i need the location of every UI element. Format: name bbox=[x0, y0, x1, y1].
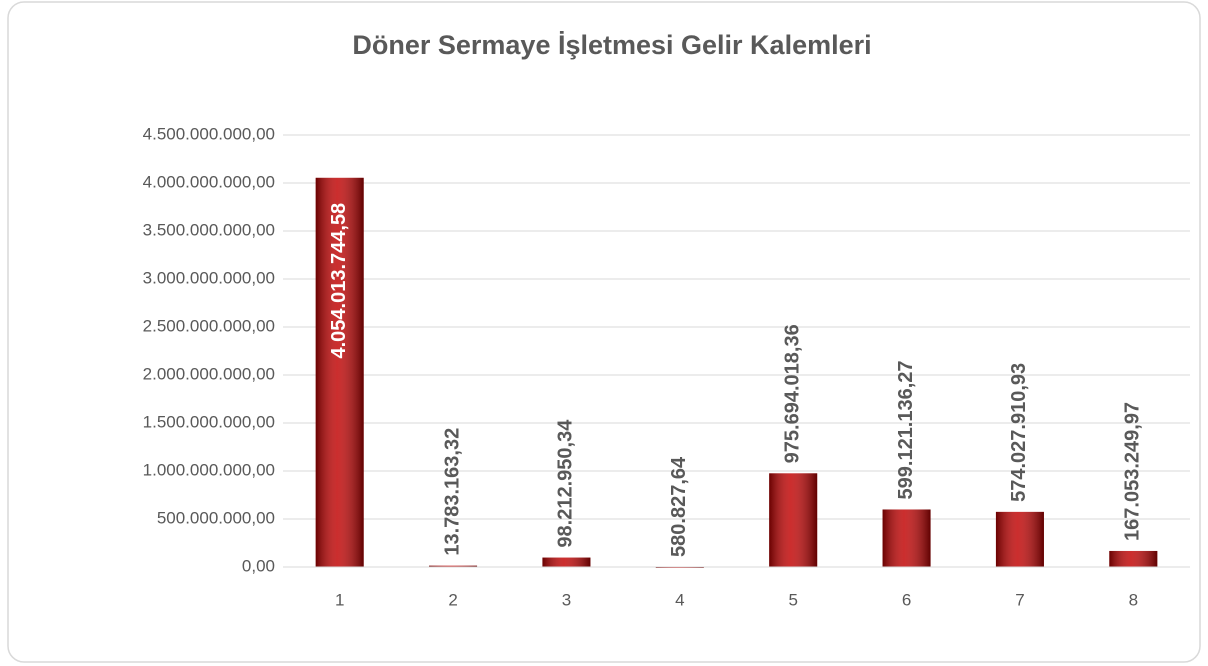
y-tick-label: 0,00 bbox=[242, 556, 275, 575]
x-tick-label: 8 bbox=[1129, 590, 1138, 609]
x-tick-label: 7 bbox=[1015, 590, 1024, 609]
x-tick-label: 3 bbox=[562, 590, 571, 609]
chart-title: Döner Sermaye İşletmesi Gelir Kalemleri bbox=[352, 30, 871, 60]
y-tick-label: 500.000.000,00 bbox=[157, 508, 275, 527]
data-label: 13.783.163,32 bbox=[441, 428, 463, 556]
data-label: 4.054.013.744,58 bbox=[328, 203, 350, 359]
data-label: 599.121.136,27 bbox=[895, 360, 917, 499]
x-tick-label: 6 bbox=[902, 590, 911, 609]
bar-shade bbox=[429, 565, 478, 567]
bar-shade bbox=[882, 509, 931, 567]
x-tick-label: 1 bbox=[335, 590, 344, 609]
x-tick-label: 4 bbox=[675, 590, 684, 609]
x-tick-label: 5 bbox=[788, 590, 797, 609]
data-label: 975.694.018,36 bbox=[781, 324, 803, 463]
bar-shade bbox=[1109, 550, 1158, 567]
x-tick-label: 2 bbox=[448, 590, 457, 609]
y-tick-label: 3.500.000.000,00 bbox=[143, 220, 275, 239]
bar-shade bbox=[315, 177, 364, 567]
y-tick-label: 1.500.000.000,00 bbox=[143, 412, 275, 431]
y-tick-label: 4.000.000.000,00 bbox=[143, 172, 275, 191]
data-label: 580.827,64 bbox=[668, 456, 690, 557]
data-label: 98.212.950,34 bbox=[555, 419, 577, 548]
y-tick-label: 2.000.000.000,00 bbox=[143, 364, 275, 383]
bar-shade bbox=[769, 473, 818, 567]
y-tick-label: 3.000.000.000,00 bbox=[143, 268, 275, 287]
data-label: 574.027.910,93 bbox=[1008, 363, 1030, 502]
bar-shade bbox=[542, 557, 591, 567]
y-tick-label: 4.500.000.000,00 bbox=[143, 124, 275, 143]
y-tick-label: 2.500.000.000,00 bbox=[143, 316, 275, 335]
chart-frame bbox=[7, 1, 1201, 663]
y-tick-label: 1.000.000.000,00 bbox=[143, 460, 275, 479]
bar-shade bbox=[995, 511, 1044, 567]
data-label: 167.053.249,97 bbox=[1122, 402, 1144, 541]
